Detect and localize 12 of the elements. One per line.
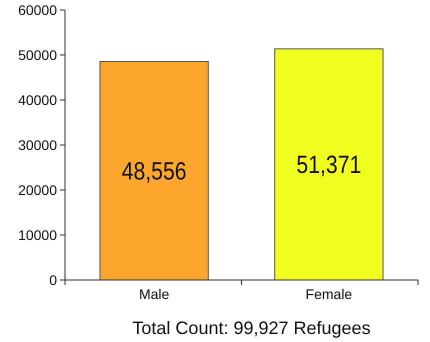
y-tick-label: 20000 (18, 182, 58, 198)
y-tick-label: 40000 (18, 92, 58, 108)
y-tick-label: 0 (49, 272, 58, 288)
text: Total Count: 99,927 Refugees (132, 318, 371, 338)
x-tick-label: Male (138, 286, 170, 302)
x-tick-label: Female (306, 286, 352, 302)
data-label: 51,371 (296, 150, 362, 178)
y-tick-label: 60000 (18, 2, 58, 18)
y-tick-label: 30000 (18, 137, 58, 153)
y-tick-label: 10000 (18, 227, 58, 243)
y-tick-label: 50000 (18, 47, 58, 63)
data-label: 48,556 (122, 156, 187, 185)
